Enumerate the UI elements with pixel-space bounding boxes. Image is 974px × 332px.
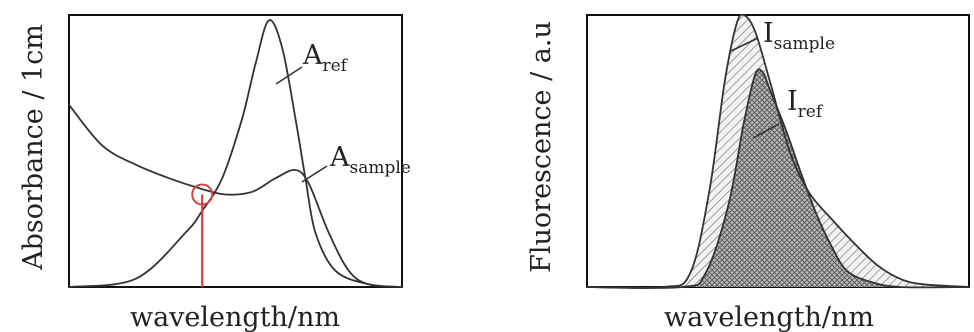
absorbance-ref-label-leader [275,66,303,85]
absorbance-sample-curve [68,103,403,288]
fluorescence-chart-svg: Fluorescence / a.u wavelength/nm Isample… [526,13,970,332]
absorbance-chart-panel: Absorbance / 1cm wavelength/nm Aref Asam… [18,14,411,332]
absorbance-plot-frame [68,14,403,288]
fluorescence-y-axis-label: Fluorescence / a.u [526,21,557,273]
fluorescence-ref-label-main: I [787,86,798,117]
absorbance-ref-label-main: A [302,40,323,71]
absorbance-chart-svg: Absorbance / 1cm wavelength/nm Aref Asam… [18,14,411,332]
fluorescence-x-axis-label: wavelength/nm [664,302,874,332]
fluorescence-sample-legend-label: Isample [763,18,835,54]
absorbance-ref-label-sub: ref [323,56,349,76]
absorbance-sample-legend-label: Asample [329,142,411,178]
fluorescence-sample-curve [586,13,970,289]
fluorescence-sample-label-leader [730,37,759,52]
absorbance-ref-curve [68,19,403,288]
absorbance-x-axis-label: wavelength/nm [130,302,340,332]
fluorescence-sample-label-sub: sample [774,34,835,54]
fluorescence-chart-panel: Fluorescence / a.u wavelength/nm Isample… [487,0,974,332]
absorbance-ref-legend-label: Aref [302,40,349,76]
fluorescence-sample-label-main: I [763,18,774,49]
fluorescence-ref-label-leader [752,123,780,139]
isosbestic-point-marker [191,183,214,206]
absorbance-sample-label-leader [301,165,328,183]
fluorescence-ref-area [587,69,969,289]
absorbance-sample-label-sub: sample [350,158,411,178]
fluorescence-ref-legend-label: Iref [787,86,824,122]
fluorescence-ref-label-sub: ref [798,102,824,122]
fluorescence-ref-curve [586,68,970,289]
absorbance-sample-label-main: A [329,142,350,173]
absorbance-y-axis-label: Absorbance / 1cm [18,24,49,271]
